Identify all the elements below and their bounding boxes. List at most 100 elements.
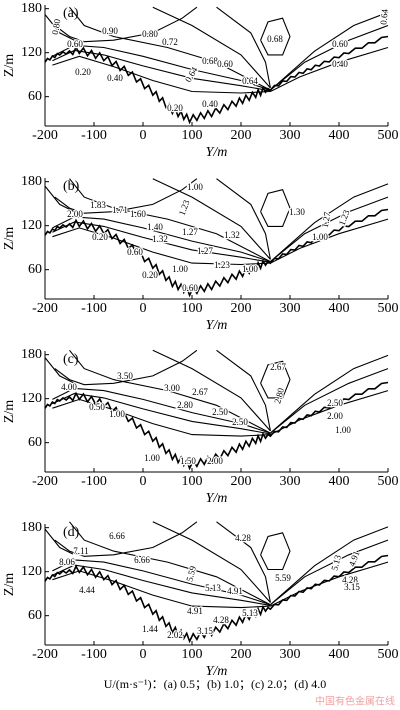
terrain <box>44 554 389 644</box>
contour-label: 5.59 <box>275 573 291 583</box>
contour-line <box>216 521 271 603</box>
x-tick-label: -200 <box>32 474 58 489</box>
contour-line <box>270 526 389 606</box>
y-tick-label: 60 <box>28 608 42 623</box>
contour-label: 1.00 <box>187 182 203 192</box>
contour-line <box>270 196 389 263</box>
x-axis-label: Y/m <box>206 145 228 160</box>
panel: -200 -100 0 100 200 300 400 500 60 120 180 Y/m Z/m (d… <box>2 520 398 679</box>
contour-label: 1.23 <box>214 260 230 270</box>
contour-label: 1.30 <box>289 207 305 217</box>
y-tick-label: 180 <box>21 174 42 189</box>
contour-line <box>54 6 198 43</box>
contour-label: 5.13 <box>329 553 343 571</box>
contour-line <box>260 189 291 227</box>
contour-line <box>52 392 271 435</box>
contour-label: 3.00 <box>164 383 180 393</box>
contour-label: 7.11 <box>73 546 88 556</box>
panel-label: (c) <box>63 352 79 367</box>
contour-line <box>270 539 389 606</box>
contour-label: 1.00 <box>312 232 328 242</box>
x-tick-label: -200 <box>32 128 58 143</box>
contour-line <box>44 528 75 556</box>
contour-line <box>54 521 198 557</box>
watermark: 中国有色金属在线 <box>315 694 395 707</box>
y-tick-label: 60 <box>28 262 42 277</box>
contour-label: 1.27 <box>182 227 198 237</box>
y-axis-label: Z/m <box>2 573 17 596</box>
contour-line <box>152 178 271 260</box>
contour-label: 2.50 <box>232 417 248 427</box>
contour-label: 6.66 <box>109 531 125 541</box>
contour-line <box>270 46 389 92</box>
x-tick-label: -100 <box>81 474 107 489</box>
y-tick-label: 120 <box>21 45 42 60</box>
contour-line <box>270 24 389 91</box>
contour-label: 1.44 <box>142 624 158 634</box>
contour-label: 0.60 <box>332 39 348 49</box>
x-axis-label: Y/m <box>206 318 228 333</box>
contour-line <box>44 185 75 213</box>
contour-label: 0.80 <box>142 29 158 39</box>
contour-line <box>52 55 271 94</box>
x-tick-label: -200 <box>32 301 58 316</box>
contour-label: 4.28 <box>235 533 251 543</box>
y-tick-label: 120 <box>21 564 42 579</box>
contour-line <box>270 183 389 263</box>
x-tick-label: 100 <box>182 301 203 316</box>
contour-label: 1.00 <box>144 453 160 463</box>
contour-line <box>270 354 389 434</box>
y-axis-label: Z/m <box>2 400 17 423</box>
x-tick-label: 200 <box>231 301 252 316</box>
contour-label: 0.80 <box>50 18 63 36</box>
x-tick-label: 300 <box>280 301 301 316</box>
x-tick-label: -100 <box>81 301 107 316</box>
contour-label: 1.27 <box>320 211 333 229</box>
contour-label: 0.64 <box>242 76 258 86</box>
contour-label: 4.28 <box>342 575 358 585</box>
x-tick-label: 100 <box>182 128 203 143</box>
x-tick-label: 400 <box>329 647 350 662</box>
contour-line <box>52 44 271 91</box>
contour-label: 0.68 <box>267 34 283 44</box>
contour-line <box>44 14 75 41</box>
x-tick-label: 0 <box>140 474 147 489</box>
contour-label: 1.00 <box>172 264 188 274</box>
contour-line <box>270 368 389 434</box>
x-tick-label: 500 <box>378 474 399 489</box>
x-tick-label: 0 <box>140 301 147 316</box>
contour-label: 4.28 <box>213 615 229 625</box>
contour-label: 0.60 <box>67 39 83 49</box>
x-tick-label: 300 <box>280 647 301 662</box>
contour-label: 0.64 <box>378 8 389 25</box>
x-tick-label: -100 <box>81 647 107 662</box>
contour-line <box>216 178 271 260</box>
contour-line <box>52 221 271 263</box>
contour-label: 4.44 <box>79 585 95 595</box>
contour-line <box>52 49 271 92</box>
contour-label: 2.00 <box>207 456 223 466</box>
contour-label: 0.50 <box>89 402 105 412</box>
contour-label: 8.06 <box>59 557 75 567</box>
x-tick-label: 400 <box>329 128 350 143</box>
contour-label: 1.00 <box>335 425 351 435</box>
contour-label: 0.60 <box>127 247 143 257</box>
y-axis-label: Z/m <box>2 227 17 250</box>
panel-label: (b) <box>63 179 80 194</box>
panel: -200 -100 0 100 200 300 400 500 60 120 180 Y/m Z/m (b… <box>2 174 398 333</box>
contour-label: 5.13 <box>242 608 258 618</box>
contour-label: 0.72 <box>162 37 178 47</box>
x-tick-label: 200 <box>231 128 252 143</box>
x-tick-label: 200 <box>231 647 252 662</box>
contour-line <box>52 398 271 437</box>
x-tick-label: 500 <box>378 647 399 662</box>
contour-label: 2.50 <box>327 398 343 408</box>
contour-line <box>69 178 271 263</box>
x-axis-label: Y/m <box>206 664 228 679</box>
contour-label: 0.60 <box>182 283 198 293</box>
x-tick-label: 100 <box>182 647 203 662</box>
contour-label: 0.90 <box>102 26 118 36</box>
contour-label: 6.66 <box>134 555 150 565</box>
contour-label: 1.23 <box>177 198 192 217</box>
